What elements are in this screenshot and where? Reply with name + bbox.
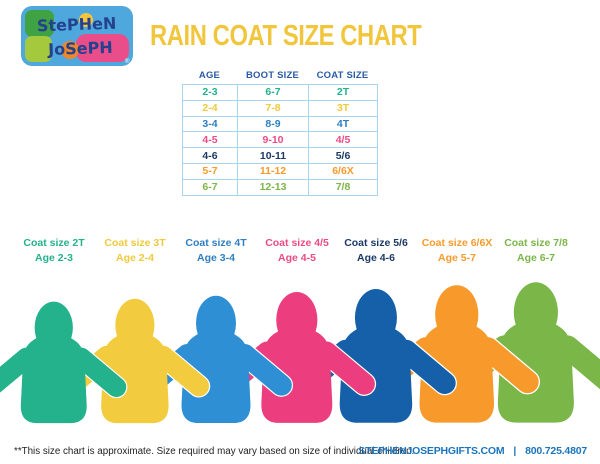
logo-lime-patch xyxy=(25,36,52,62)
table-row: 2-4 7-8 3T xyxy=(182,99,378,117)
coat-age-text: Age 2-3 xyxy=(35,252,73,264)
logo-green-patch xyxy=(25,10,54,37)
coat-label: Coat size 3T Age 2-4 xyxy=(80,236,190,266)
table-cell: 4-5 xyxy=(182,131,238,149)
logo-text-stephen: StePHeN xyxy=(37,14,117,36)
coat-age-text: Age 3-4 xyxy=(197,252,235,264)
table-cell: 11-12 xyxy=(237,162,309,180)
table-cell: 2T xyxy=(308,84,378,101)
coat-size-text: Coat size 4/5 xyxy=(265,237,329,249)
table-row: 6-7 12-13 7/8 xyxy=(182,178,378,196)
table-cell: 3-4 xyxy=(182,115,238,133)
coat-age-text: Age 5-7 xyxy=(438,252,476,264)
coat-body xyxy=(101,333,169,424)
size-table: AGE BOOT SIZE COAT SIZE 2-3 6-7 2T 2-4 7-8 3T… xyxy=(182,70,378,196)
logo-orange-dot xyxy=(61,41,79,59)
table-cell: 7-8 xyxy=(237,99,309,117)
coat-body xyxy=(339,326,413,423)
table-cell: 3T xyxy=(308,99,378,117)
table-cell: 2-4 xyxy=(182,99,238,117)
stephen-joseph-logo: StePHeN JoSePH ® xyxy=(21,6,133,66)
table-cell: 5/6 xyxy=(308,147,378,164)
separator-text: | xyxy=(513,445,517,457)
logo-yellow-dot xyxy=(79,13,93,27)
logo-text-joseph: JoSePH xyxy=(47,38,113,59)
table-cell: 8-9 xyxy=(237,115,309,133)
coat-label: Coat size 5/6 Age 4-6 xyxy=(321,236,431,266)
website-text: STEPHENJOSEPHGIFTS.COM xyxy=(358,445,505,457)
coat-label: Coat size 6/6X Age 5-7 xyxy=(402,236,512,266)
table-row: 4-6 10-11 5/6 xyxy=(182,147,378,164)
size-table-grid: 2-3 6-7 2T 2-4 7-8 3T 3-4 8-9 4T 4-5 9-10 4/5 4-6 10-… xyxy=(182,84,378,196)
coat-body xyxy=(181,331,251,423)
coat-size-text: Coat size 7/8 xyxy=(504,237,568,249)
size-table-header-row: AGE BOOT SIZE COAT SIZE xyxy=(182,70,377,81)
coat-label: Coat size 4T Age 3-4 xyxy=(161,236,271,266)
coat-age-text: Age 2-4 xyxy=(116,252,154,264)
table-cell: 5-7 xyxy=(182,162,238,180)
phone-text: 800.725.4807 xyxy=(525,445,587,457)
table-row: 2-3 6-7 2T xyxy=(182,84,378,101)
page-title: RAIN COAT SIZE CHART xyxy=(150,20,422,52)
coat-body xyxy=(261,328,333,423)
contact-info: STEPHENJOSEPHGIFTS.COM | 800.725.4807 xyxy=(358,445,587,457)
coat-label: Coat size 7/8 Age 6-7 xyxy=(481,236,591,266)
table-cell: 4-6 xyxy=(182,147,238,164)
table-row: 4-5 9-10 4/5 xyxy=(182,131,378,149)
table-cell: 6-7 xyxy=(237,84,309,101)
table-row: 3-4 8-9 4T xyxy=(182,115,378,133)
column-header-coat-size: COAT SIZE xyxy=(316,70,369,81)
disclaimer-text: **This size chart is approximate. Size r… xyxy=(14,446,415,457)
column-header-age: AGE xyxy=(198,70,221,81)
table-cell: 10-11 xyxy=(237,147,309,164)
table-row: 5-7 11-12 6/6X xyxy=(182,162,378,180)
column-header-boot-size: BOOT SIZE xyxy=(246,70,299,81)
coat-body xyxy=(497,321,574,423)
coat-size-text: Coat size 4T xyxy=(185,237,247,249)
registered-trademark-icon: ® xyxy=(125,58,130,65)
table-cell: 6/6X xyxy=(308,162,378,180)
table-cell: 6-7 xyxy=(182,178,238,196)
coat-size-text: Coat size 5/6 xyxy=(344,237,408,249)
table-cell: 7/8 xyxy=(308,178,378,196)
coat-age-text: Age 6-7 xyxy=(517,252,555,264)
coat-body xyxy=(21,335,87,424)
coat-age-text: Age 4-6 xyxy=(357,252,395,264)
coat-size-text: Coat size 2T xyxy=(23,237,85,249)
table-cell: 2-3 xyxy=(182,84,238,101)
size-table-body: 2-3 6-7 2T 2-4 7-8 3T 3-4 8-9 4T 4-5 9-10 4/5 4-6 10-… xyxy=(182,84,378,196)
logo-pink-patch xyxy=(76,34,129,62)
coat-illustration xyxy=(0,301,128,424)
table-cell: 9-10 xyxy=(237,131,309,149)
coat-size-text: Coat size 6/6X xyxy=(421,237,493,249)
coat-label: Coat size 2T Age 2-3 xyxy=(0,236,109,266)
coat-label: Coat size 4/5 Age 4-5 xyxy=(242,236,352,266)
coat-size-text: Coat size 3T xyxy=(104,237,166,249)
table-cell: 4/5 xyxy=(308,131,378,149)
coat-age-text: Age 4-5 xyxy=(278,252,316,264)
table-cell: 4T xyxy=(308,115,378,133)
coat-body xyxy=(419,323,495,423)
table-cell: 12-13 xyxy=(237,178,309,196)
